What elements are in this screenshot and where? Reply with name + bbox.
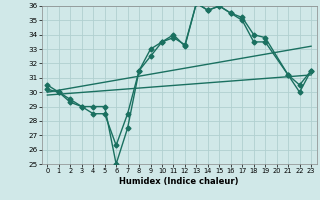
X-axis label: Humidex (Indice chaleur): Humidex (Indice chaleur) xyxy=(119,177,239,186)
